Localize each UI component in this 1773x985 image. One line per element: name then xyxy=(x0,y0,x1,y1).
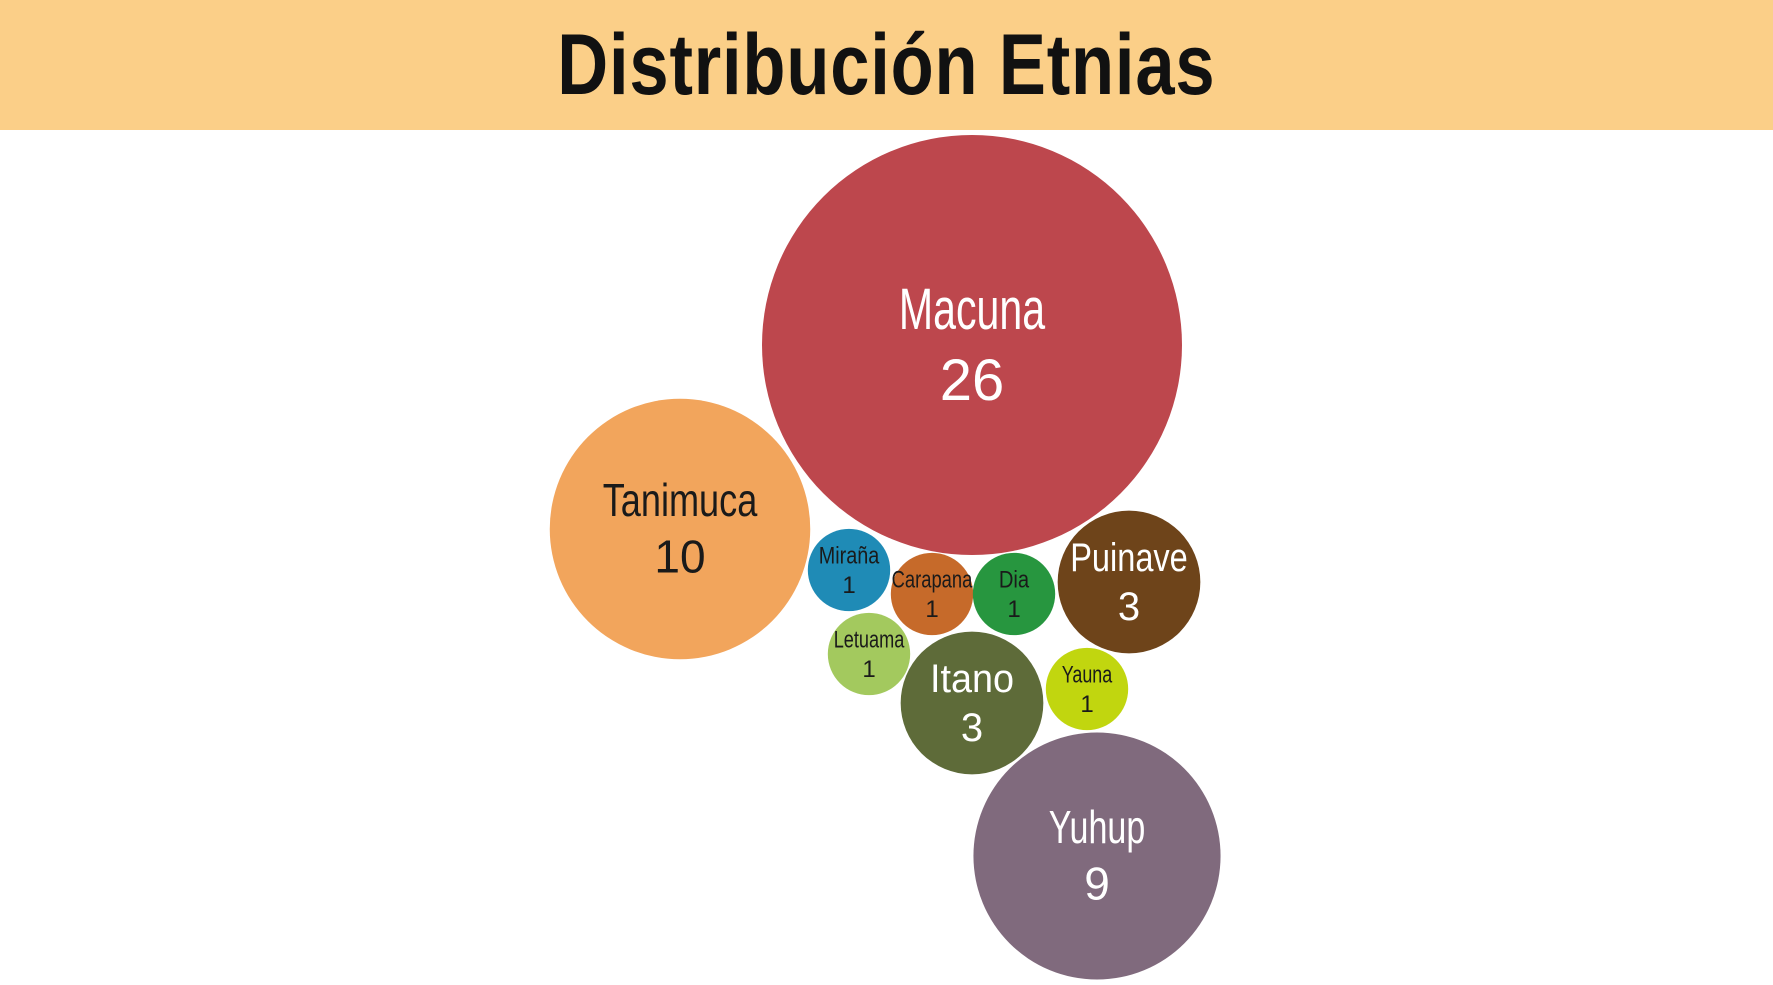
bubble-circle-letuama xyxy=(827,612,911,696)
bubble-label-yauna: Yauna xyxy=(1062,661,1113,688)
bubble-yauna: Yauna 1 xyxy=(1045,647,1129,731)
bubble-circle-tanimuca xyxy=(549,398,811,660)
bubble-label-tanimuca: Tanimuca xyxy=(603,474,758,526)
bubble-circle-mirana xyxy=(807,528,891,612)
bubble-circle-yuhup xyxy=(973,732,1221,980)
bubble-circle-puinave xyxy=(1057,510,1201,654)
bubble-label-carapana: Carapana xyxy=(892,566,973,593)
bubble-value-dia: 1 xyxy=(1007,596,1020,623)
bubble-value-letuama: 1 xyxy=(862,656,875,683)
bubble-value-tanimuca: 10 xyxy=(654,531,705,583)
bubble-circle-macuna xyxy=(762,135,1182,555)
bubble-puinave: Puinave 3 xyxy=(1057,510,1201,654)
bubble-value-yauna: 1 xyxy=(1080,691,1093,718)
bubble-value-yuhup: 9 xyxy=(1084,858,1110,910)
bubble-value-carapana: 1 xyxy=(925,596,938,623)
bubble-circle-dia xyxy=(972,552,1056,636)
bubble-letuama: Letuama 1 xyxy=(827,612,911,696)
bubble-value-mirana: 1 xyxy=(842,572,855,599)
title-bar: Distribución Etnias xyxy=(0,0,1773,130)
bubble-dia: Dia 1 xyxy=(972,552,1056,636)
bubble-value-macuna: 26 xyxy=(940,348,1005,413)
bubble-label-macuna: Macuna xyxy=(899,277,1046,342)
bubble-carapana: Carapana 1 xyxy=(890,552,974,636)
bubble-circle-carapana xyxy=(890,552,974,636)
bubble-value-itano: 3 xyxy=(961,706,983,750)
bubble-circle-itano xyxy=(900,631,1044,775)
bubble-value-puinave: 3 xyxy=(1118,585,1140,629)
bubble-label-itano: Itano xyxy=(930,657,1014,701)
bubble-mirana: Miraña 1 xyxy=(807,528,891,612)
bubble-circle-yauna xyxy=(1045,647,1129,731)
bubble-label-puinave: Puinave xyxy=(1070,536,1188,580)
bubble-label-yuhup: Yuhup xyxy=(1049,801,1146,853)
chart-title: Distribución Etnias xyxy=(557,16,1216,113)
bubble-itano: Itano 3 xyxy=(900,631,1044,775)
bubble-label-dia: Dia xyxy=(999,566,1030,593)
bubble-label-mirana: Miraña xyxy=(819,542,880,569)
bubble-label-letuama: Letuama xyxy=(834,626,905,653)
